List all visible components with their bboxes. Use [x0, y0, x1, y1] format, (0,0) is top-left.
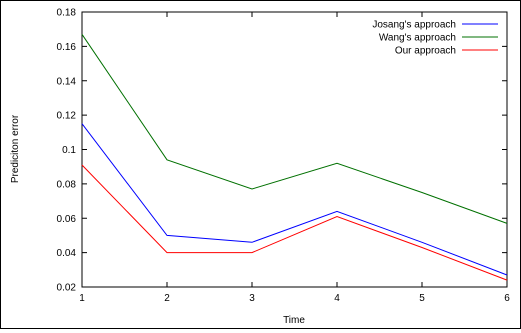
- y-tick-label: 0.08: [57, 179, 77, 190]
- x-tick-label: 3: [249, 293, 255, 304]
- y-tick-label: 0.1: [62, 145, 76, 156]
- x-axis-label: Time: [283, 315, 305, 326]
- y-tick-label: 0.02: [57, 283, 77, 294]
- y-tick-label: 0.18: [57, 8, 77, 19]
- y-axis-label: Prediciton error: [10, 114, 21, 183]
- chart-svg: 0.02 0.04 0.06 0.08 0.1 0.12 0.14 0.16 0.18 1 2 3 4 5…: [10, 8, 511, 327]
- y-tick-label: 0.04: [57, 248, 77, 259]
- axis-ticks: 0.02 0.04 0.06 0.08 0.1 0.12 0.14 0.16 0.18 1 2 3 4 5…: [57, 8, 511, 305]
- x-tick-label: 4: [334, 293, 340, 304]
- series-line-2: [81, 164, 508, 281]
- y-tick-label: 0.12: [57, 111, 77, 122]
- series-line-0: [81, 123, 508, 276]
- x-tick-label: 2: [164, 293, 170, 304]
- x-tick-label: 6: [504, 293, 510, 304]
- y-tick-label: 0.14: [57, 76, 77, 87]
- series-line-1: [81, 34, 508, 224]
- legend-label-2: Our approach: [395, 46, 456, 57]
- y-tick-label: 0.06: [57, 214, 77, 225]
- x-tick-label: 1: [79, 293, 85, 304]
- legend-label-1: Wang's approach: [379, 33, 456, 44]
- y-tick-label: 0.16: [57, 42, 77, 53]
- legend: Josang's approach Wang's approach Our appr…: [372, 20, 498, 57]
- x-tick-label: 5: [419, 293, 425, 304]
- series-lines: [81, 34, 508, 281]
- legend-label-0: Josang's approach: [372, 20, 456, 31]
